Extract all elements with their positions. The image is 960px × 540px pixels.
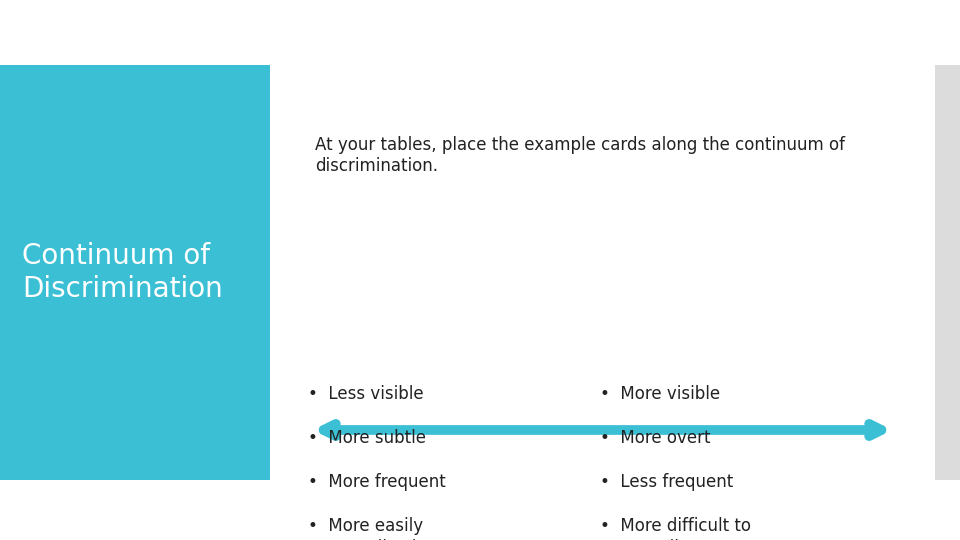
Text: Continuum of
Discrimination: Continuum of Discrimination xyxy=(22,242,223,303)
Text: •  Less visible: • Less visible xyxy=(308,385,423,403)
Text: •  More difficult to: • More difficult to xyxy=(600,517,751,535)
Text: normalized: normalized xyxy=(324,539,417,540)
Bar xyxy=(0,65,270,480)
FancyArrowPatch shape xyxy=(324,424,881,436)
Text: •  Less frequent: • Less frequent xyxy=(600,473,733,491)
Text: •  More frequent: • More frequent xyxy=(308,473,445,491)
Text: At your tables, place the example cards along the continuum of
discrimination.: At your tables, place the example cards … xyxy=(315,136,845,175)
Text: •  More subtle: • More subtle xyxy=(308,429,426,447)
Text: •  More visible: • More visible xyxy=(600,385,720,403)
Bar xyxy=(935,65,960,480)
Text: normalize: normalize xyxy=(616,539,698,540)
Text: •  More overt: • More overt xyxy=(600,429,710,447)
Text: •  More easily: • More easily xyxy=(308,517,423,535)
